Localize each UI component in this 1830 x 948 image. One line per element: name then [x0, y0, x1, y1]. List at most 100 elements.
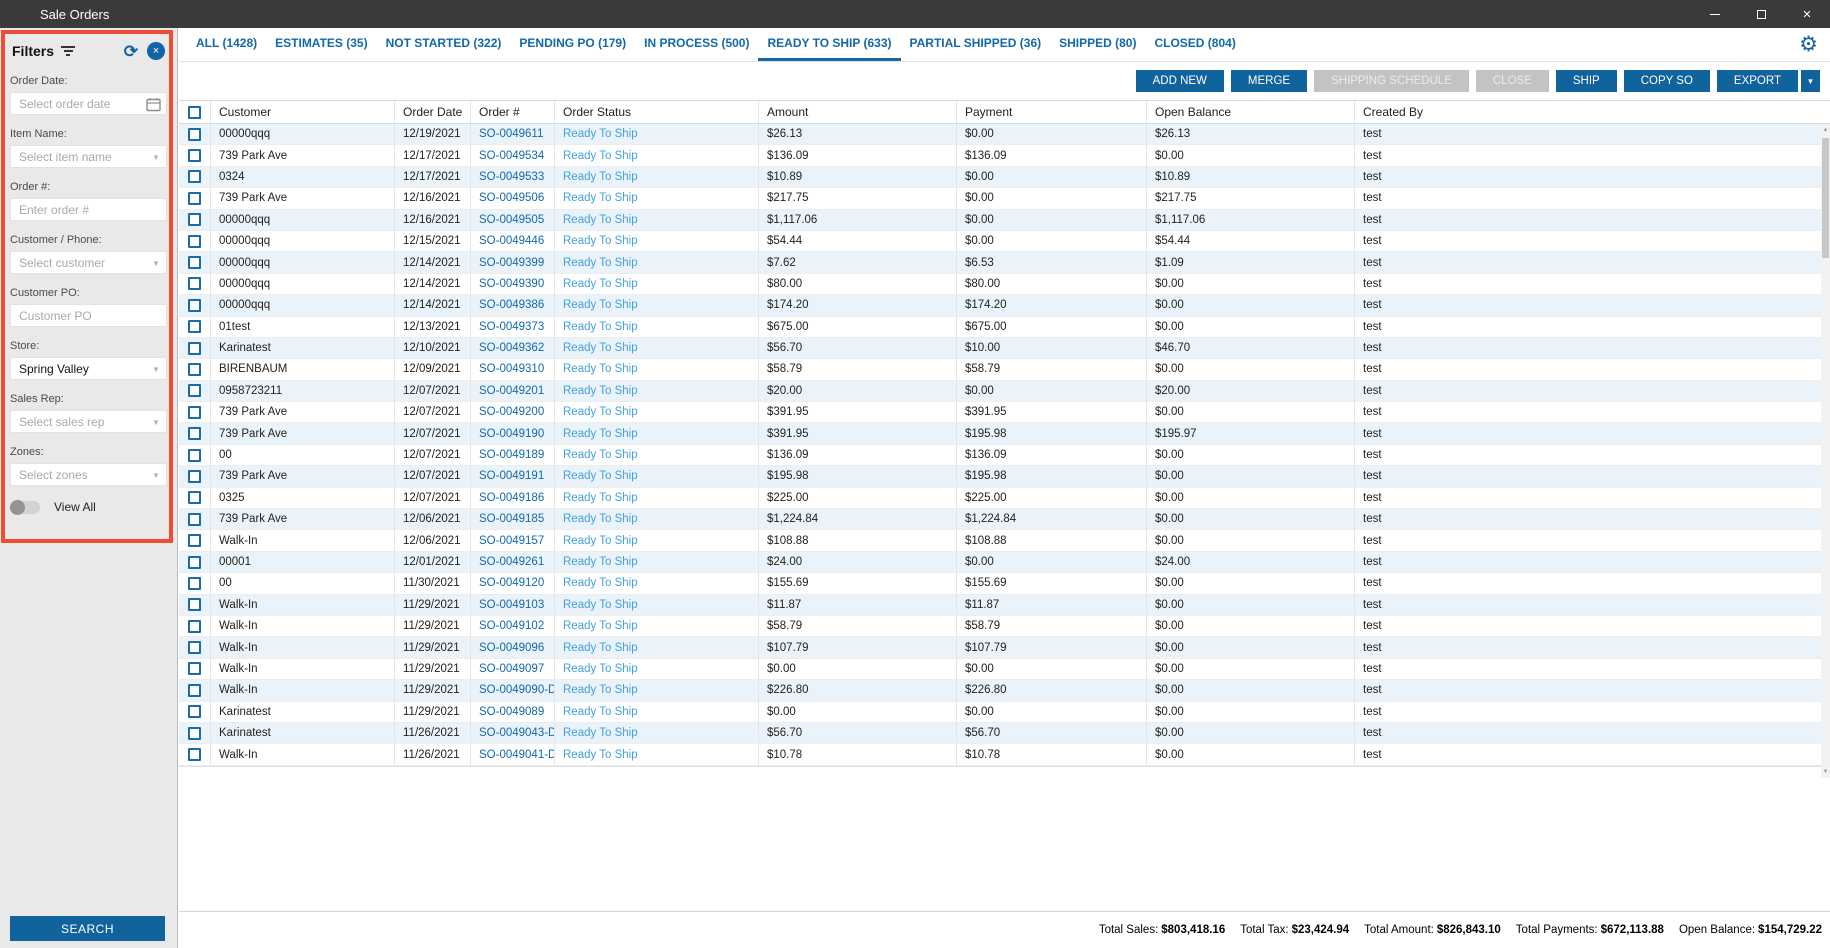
header-payment[interactable]: Payment	[957, 101, 1147, 123]
row-checkbox[interactable]	[188, 427, 201, 441]
table-row[interactable]: 00000qqq 12/14/2021 SO-0049390 Ready To …	[179, 273, 1830, 296]
toolbar-button[interactable]: ADD NEW	[1135, 70, 1224, 92]
cell-order-number-link[interactable]: SO-0049191	[471, 466, 555, 487]
row-checkbox[interactable]	[188, 234, 201, 248]
table-row[interactable]: 00000qqq 12/15/2021 SO-0049446 Ready To …	[179, 230, 1830, 253]
cell-order-number-link[interactable]: SO-0049506	[471, 188, 555, 209]
row-checkbox[interactable]	[188, 491, 201, 505]
cell-order-number-link[interactable]: SO-0049362	[471, 337, 555, 359]
cell-order-status-link[interactable]: Ready To Ship	[555, 209, 759, 230]
table-row[interactable]: 0324 12/17/2021 SO-0049533 Ready To Ship…	[179, 166, 1830, 189]
row-checkbox[interactable]	[188, 748, 201, 762]
table-row[interactable]: Karinatest 11/26/2021 SO-0049043-D Ready…	[179, 722, 1830, 745]
table-row[interactable]: 0325 12/07/2021 SO-0049186 Ready To Ship…	[179, 487, 1830, 510]
export-dropdown-button[interactable]: ▼	[1800, 70, 1820, 92]
cell-order-status-link[interactable]: Ready To Ship	[555, 701, 759, 722]
filters-close-icon[interactable]: ×	[147, 42, 165, 60]
table-row[interactable]: 739 Park Ave 12/16/2021 SO-0049506 Ready…	[179, 188, 1830, 210]
table-row[interactable]: 00000qqq 12/14/2021 SO-0049399 Ready To …	[179, 252, 1830, 274]
status-tab[interactable]: SHIPPED (80)	[1059, 36, 1137, 50]
cell-order-status-link[interactable]: Ready To Ship	[555, 423, 759, 444]
table-row[interactable]: BIRENBAUM 12/09/2021 SO-0049310 Ready To…	[179, 359, 1830, 381]
cell-order-number-link[interactable]: SO-0049261	[471, 551, 555, 573]
row-checkbox[interactable]	[188, 256, 201, 270]
scroll-down-icon[interactable]: ▼	[1822, 769, 1829, 775]
refresh-icon[interactable]: ⟳	[123, 41, 138, 61]
item-name-dropdown[interactable]: Select item name ▼	[10, 145, 167, 168]
toolbar-button[interactable]: SHIPPING SCHEDULE	[1314, 70, 1469, 92]
scroll-up-icon[interactable]: ▲	[1822, 127, 1829, 133]
cell-order-status-link[interactable]: Ready To Ship	[555, 444, 759, 466]
customer-dropdown[interactable]: Select customer ▼	[10, 251, 167, 274]
table-row[interactable]: Walk-In 11/29/2021 SO-0049103 Ready To S…	[179, 594, 1830, 616]
toolbar-button[interactable]: COPY SO	[1623, 70, 1710, 92]
table-row[interactable]: Walk-In 11/29/2021 SO-0049097 Ready To S…	[179, 658, 1830, 681]
gear-icon[interactable]: ⚙	[1799, 33, 1818, 56]
header-created-by[interactable]: Created By	[1363, 105, 1424, 119]
scrollbar-thumb[interactable]	[1822, 138, 1829, 258]
cell-order-status-link[interactable]: Ready To Ship	[555, 573, 759, 594]
row-checkbox[interactable]	[188, 448, 201, 462]
row-checkbox[interactable]	[188, 619, 201, 633]
row-checkbox[interactable]	[188, 298, 201, 312]
table-row[interactable]: Walk-In 11/29/2021 SO-0049090-D Ready To…	[179, 680, 1830, 702]
row-checkbox[interactable]	[188, 277, 201, 291]
cell-order-status-link[interactable]: Ready To Ship	[555, 337, 759, 359]
cell-order-status-link[interactable]: Ready To Ship	[555, 722, 759, 744]
cell-order-status-link[interactable]: Ready To Ship	[555, 487, 759, 509]
status-tab[interactable]: NOT STARTED (322)	[385, 36, 502, 50]
status-tab[interactable]: IN PROCESS (500)	[644, 36, 750, 50]
cell-order-status-link[interactable]: Ready To Ship	[555, 530, 759, 551]
toolbar-button[interactable]: MERGE	[1230, 70, 1308, 92]
cell-order-number-link[interactable]: SO-0049373	[471, 316, 555, 337]
header-open-balance[interactable]: Open Balance	[1147, 101, 1355, 123]
table-row[interactable]: 00001 12/01/2021 SO-0049261 Ready To Shi…	[179, 551, 1830, 574]
row-checkbox[interactable]	[188, 191, 201, 205]
table-row[interactable]: 739 Park Ave 12/06/2021 SO-0049185 Ready…	[179, 509, 1830, 531]
table-row[interactable]: Karinatest 11/29/2021 SO-0049089 Ready T…	[179, 701, 1830, 723]
row-checkbox[interactable]	[188, 662, 201, 676]
cell-order-number-link[interactable]: SO-0049096	[471, 637, 555, 658]
cell-order-number-link[interactable]: SO-0049310	[471, 359, 555, 380]
status-tab[interactable]: READY TO SHIP (633)	[758, 28, 901, 61]
cell-order-status-link[interactable]: Ready To Ship	[555, 402, 759, 423]
row-checkbox[interactable]	[188, 341, 201, 355]
row-checkbox[interactable]	[188, 705, 201, 719]
vertical-scrollbar[interactable]: ▲ ▼	[1821, 124, 1830, 778]
search-button[interactable]: SEARCH	[10, 916, 165, 941]
store-dropdown[interactable]: Spring Valley ▼	[10, 357, 167, 380]
toolbar-button[interactable]: EXPORT	[1716, 70, 1798, 92]
cell-order-status-link[interactable]: Ready To Ship	[555, 594, 759, 615]
cell-order-status-link[interactable]: Ready To Ship	[555, 615, 759, 637]
cell-order-status-link[interactable]: Ready To Ship	[555, 145, 759, 166]
maximize-button[interactable]	[1738, 0, 1784, 28]
status-tab[interactable]: PARTIAL SHIPPED (36)	[909, 36, 1042, 50]
cell-order-status-link[interactable]: Ready To Ship	[555, 316, 759, 337]
cell-order-status-link[interactable]: Ready To Ship	[555, 551, 759, 573]
status-tab[interactable]: ALL (1428)	[196, 36, 258, 50]
row-checkbox[interactable]	[188, 598, 201, 612]
table-row[interactable]: 00000qqq 12/14/2021 SO-0049386 Ready To …	[179, 295, 1830, 317]
cell-order-number-link[interactable]: SO-0049201	[471, 380, 555, 402]
cell-order-number-link[interactable]: SO-0049611	[471, 124, 555, 145]
header-order-number[interactable]: Order #	[471, 101, 555, 123]
cell-order-status-link[interactable]: Ready To Ship	[555, 124, 759, 145]
table-row[interactable]: Karinatest 12/10/2021 SO-0049362 Ready T…	[179, 337, 1830, 360]
cell-order-number-link[interactable]: SO-0049190	[471, 423, 555, 444]
row-checkbox[interactable]	[188, 512, 201, 526]
cell-order-status-link[interactable]: Ready To Ship	[555, 680, 759, 701]
toolbar-button[interactable]: CLOSE	[1475, 70, 1549, 92]
cell-order-status-link[interactable]: Ready To Ship	[555, 380, 759, 402]
table-row[interactable]: Walk-In 12/06/2021 SO-0049157 Ready To S…	[179, 530, 1830, 552]
cell-order-status-link[interactable]: Ready To Ship	[555, 359, 759, 380]
cell-order-number-link[interactable]: SO-0049041-D	[471, 744, 555, 765]
toolbar-button[interactable]: SHIP	[1555, 70, 1617, 92]
table-row[interactable]: Walk-In 11/29/2021 SO-0049096 Ready To S…	[179, 637, 1830, 659]
row-checkbox[interactable]	[188, 384, 201, 398]
header-order-status[interactable]: Order Status	[555, 101, 759, 123]
row-checkbox[interactable]	[188, 320, 201, 334]
select-all-checkbox[interactable]	[188, 105, 201, 119]
cell-order-number-link[interactable]: SO-0049533	[471, 166, 555, 188]
cell-order-number-link[interactable]: SO-0049097	[471, 658, 555, 680]
cell-order-status-link[interactable]: Ready To Ship	[555, 252, 759, 273]
